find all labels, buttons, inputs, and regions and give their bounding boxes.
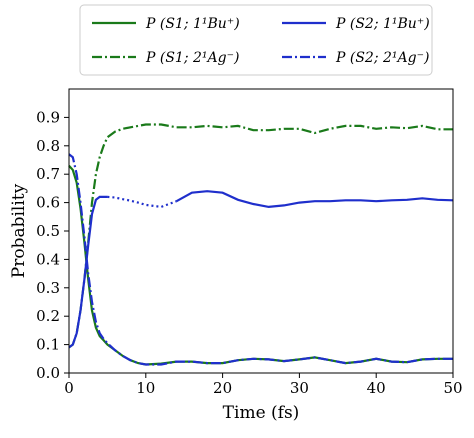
y-tick-label: 0.4: [36, 250, 60, 268]
x-axis-label: Time (fs): [223, 403, 300, 423]
y-axis-label: Probability: [9, 183, 29, 278]
y-tick-label: 0.8: [36, 137, 60, 155]
y-tick-label: 0.7: [36, 165, 60, 183]
series-line-s2-1bu-dotted: [107, 195, 177, 209]
y-tick-label: 0.9: [36, 108, 60, 126]
series-line-3: [68, 153, 453, 366]
x-tick-label: 40: [367, 379, 386, 397]
series-line-1: [68, 123, 453, 349]
y-tick-label: 0.1: [36, 336, 60, 354]
series-line-s2-1bu: [68, 195, 108, 349]
x-tick-label: 10: [136, 379, 155, 397]
plot-frame: [68, 88, 454, 374]
y-tick-label: 0.3: [36, 279, 60, 297]
series-line-0: [68, 164, 453, 366]
x-tick-label: 20: [213, 379, 232, 397]
legend-label: P (S2; 1¹Bu⁺): [335, 16, 430, 32]
legend: P (S1; 1¹Bu⁺) P (S2; 1¹Bu⁺) P (S1; 2¹Ag⁻) P…: [79, 4, 433, 76]
x-tick-label: 0: [64, 379, 74, 397]
x-tick-label: 50: [443, 379, 462, 397]
y-tick-label: 0.6: [36, 194, 60, 212]
plot-area: [68, 123, 454, 366]
legend-label: P (S1; 1¹Bu⁺): [145, 16, 240, 32]
series-line-s2-1bu: [175, 190, 454, 209]
legend-box: [79, 4, 433, 76]
legend-label: P (S1; 2¹Ag⁻): [145, 50, 239, 66]
y-tick-label: 0.5: [36, 222, 60, 240]
axes: 0 10 20 30 40 50 0.0 0.1 0.2 0.3 0.4 0.5 0.6 0.7 0.8 0.…: [9, 88, 463, 423]
y-tick-label: 0.2: [36, 307, 60, 325]
y-tick-label: 0.0: [36, 364, 60, 382]
x-tick-label: 30: [290, 379, 309, 397]
legend-label: P (S2; 2¹Ag⁻): [335, 50, 429, 66]
